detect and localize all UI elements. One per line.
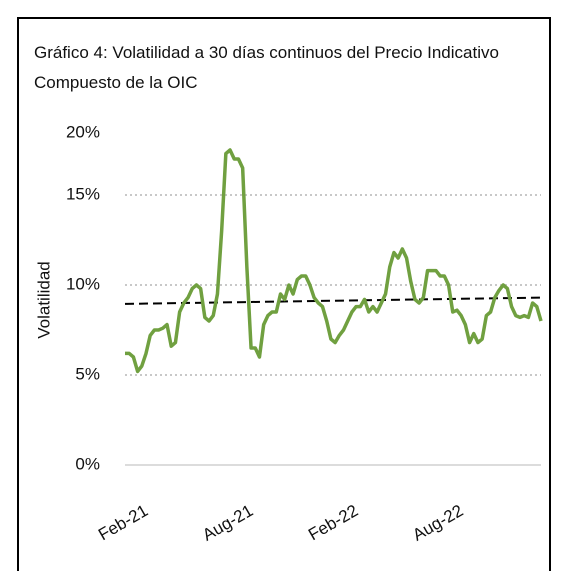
chart-title: Gráfico 4: Volatilidad a 30 días continu… <box>34 43 499 92</box>
y-axis-label: Volatilidad <box>34 261 53 339</box>
x-tick-label: Aug-21 <box>199 501 256 545</box>
x-tick-label: Feb-21 <box>95 501 151 544</box>
y-tick-label: 5% <box>75 364 100 383</box>
data-line <box>125 148 543 374</box>
x-tick-label: Aug-22 <box>409 501 466 545</box>
frame <box>17 17 551 571</box>
y-tick-label: 15% <box>66 184 100 203</box>
y-tick-label: 10% <box>66 274 100 293</box>
y-tick-label: 20% <box>66 122 100 141</box>
x-tick-label: Feb-22 <box>305 501 361 544</box>
y-tick-label: 0% <box>75 454 100 473</box>
